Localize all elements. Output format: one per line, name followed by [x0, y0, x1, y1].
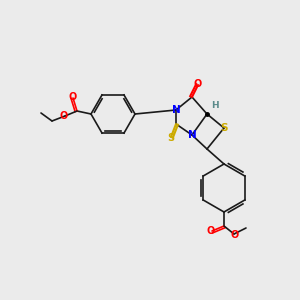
Text: O: O [60, 111, 68, 121]
Text: O: O [69, 92, 77, 102]
Text: S: S [167, 133, 175, 143]
Text: O: O [194, 79, 202, 89]
Text: N: N [172, 105, 180, 115]
Text: O: O [207, 226, 215, 236]
Text: S: S [220, 123, 228, 133]
Text: N: N [188, 130, 196, 140]
Text: O: O [231, 230, 239, 240]
Text: H: H [211, 101, 219, 110]
